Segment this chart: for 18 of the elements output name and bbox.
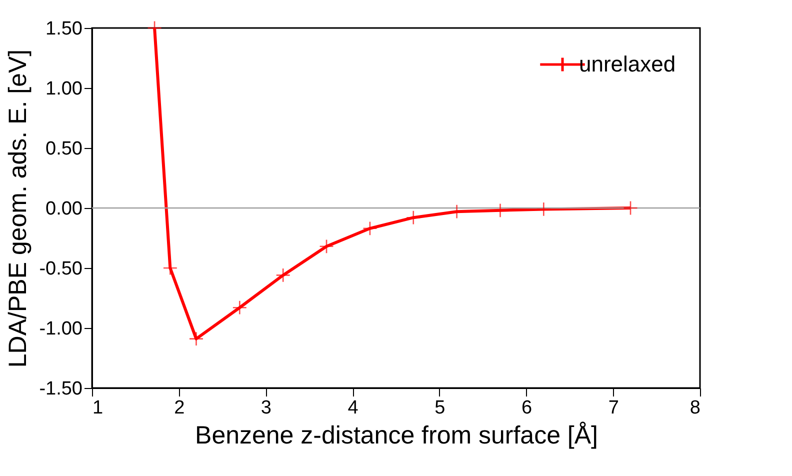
x-tick-label: 2 bbox=[174, 398, 185, 418]
x-tick-label: 7 bbox=[608, 398, 619, 418]
y-axis-title: LDA/PBE geom. ads. E. [eV] bbox=[4, 49, 32, 368]
y-tick-label: 0.00 bbox=[46, 198, 82, 220]
x-tick-label: 8 bbox=[690, 398, 700, 418]
y-tick-label: 0.50 bbox=[46, 138, 82, 160]
y-tick-label: -1.50 bbox=[39, 378, 82, 400]
y-tick-label: -0.50 bbox=[39, 258, 82, 280]
x-tick-label: 3 bbox=[260, 398, 272, 418]
y-tick-label: 1.00 bbox=[46, 78, 82, 100]
x-tick-label: 6 bbox=[521, 398, 532, 418]
x-tick-label: 1 bbox=[92, 398, 104, 418]
y-tick-label: -1.00 bbox=[39, 318, 82, 340]
x-axis-title: Benzene z-distance from surface [Å] bbox=[195, 422, 598, 450]
x-tick-label: 4 bbox=[348, 398, 359, 418]
legend-label: unrelaxed bbox=[579, 52, 676, 76]
y-tick-label: 1.50 bbox=[46, 18, 82, 40]
x-tick-label: 5 bbox=[434, 398, 446, 418]
